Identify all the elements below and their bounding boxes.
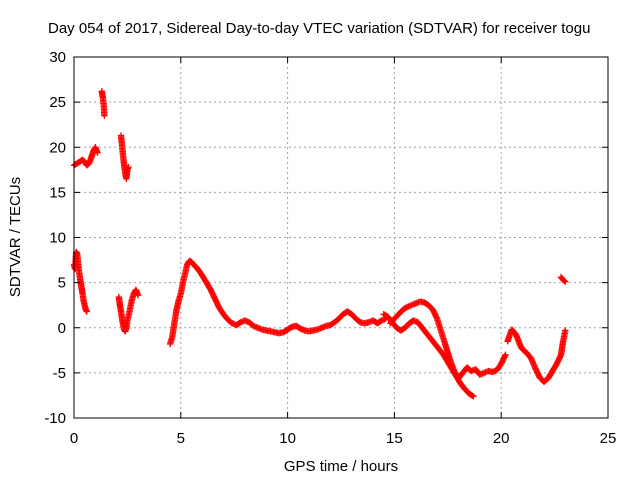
x-tick-label: 5	[177, 430, 185, 447]
data-point-marker	[470, 393, 477, 400]
series-seg1	[70, 144, 101, 169]
y-axis-label: SDTVAR / TECUs	[7, 177, 24, 297]
x-axis-label: GPS time / hours	[284, 458, 398, 475]
chart-title: Day 054 of 2017, Sidereal Day-to-day VTE…	[48, 20, 590, 37]
data-point-marker	[125, 163, 132, 171]
series-seg7	[380, 311, 477, 400]
data-point-marker	[562, 278, 569, 285]
series-seg8	[386, 298, 509, 382]
data-point-marker	[561, 277, 568, 285]
series-seg5	[115, 286, 142, 335]
x-tick-label: 10	[279, 430, 296, 447]
y-tick-label: -5	[53, 365, 66, 382]
x-tick-label: 25	[600, 430, 617, 447]
data-marks-layer	[70, 88, 569, 400]
y-tick-label: 5	[58, 275, 66, 292]
x-tick-label: 0	[70, 430, 78, 447]
x-tick-label: 20	[493, 430, 510, 447]
ticks-layer: 0 5 10 15 20 25 -10 -5 0 5 10 15 20 25 30	[44, 49, 616, 447]
y-tick-label: 15	[49, 184, 66, 201]
series-seg3	[117, 132, 132, 183]
data-point-marker	[469, 392, 476, 399]
data-point-marker	[134, 292, 142, 299]
data-point-marker	[562, 327, 569, 334]
data-point-marker	[502, 351, 509, 359]
data-point-marker	[101, 112, 108, 119]
data-point-marker	[83, 308, 91, 315]
series-seg6	[166, 257, 390, 348]
y-tick-label: 10	[49, 230, 66, 247]
y-tick-label: 25	[49, 94, 66, 111]
series-seg4	[70, 248, 91, 315]
data-point-marker	[94, 149, 101, 156]
y-tick-label: 30	[49, 49, 66, 66]
y-tick-label: 0	[58, 320, 66, 337]
series-seg10	[557, 274, 569, 285]
grid-layer	[74, 57, 608, 418]
x-tick-label: 15	[386, 430, 403, 447]
y-tick-label: -10	[44, 410, 66, 427]
series-seg2	[98, 88, 108, 119]
y-tick-label: 20	[49, 139, 66, 156]
series-seg9	[504, 326, 569, 386]
